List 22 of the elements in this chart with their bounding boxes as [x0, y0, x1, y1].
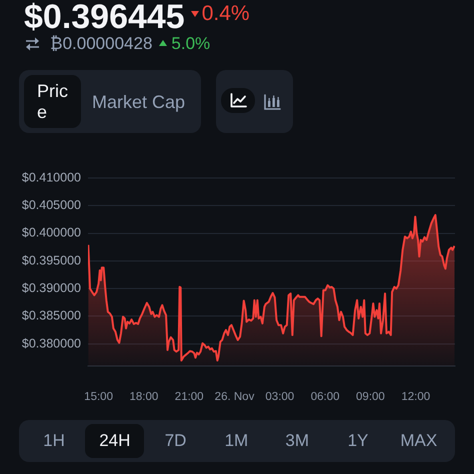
chart-title: $0.396445	[24, 0, 185, 36]
x-tick-label: 15:00	[84, 391, 113, 404]
selected-tab: Price	[24, 75, 81, 128]
x-tick-label: 03:00	[265, 391, 294, 404]
text: ₿0.00000428	[50, 34, 152, 54]
x-tick-label: 09:00	[356, 391, 385, 404]
y-tick-label: $0.390000	[22, 281, 82, 296]
x-tick-label: 26. Nov	[214, 391, 255, 404]
y-tick-label: $0.395000	[22, 253, 82, 268]
y-tick-label: $0.410000	[22, 170, 82, 184]
text: 5.0%	[171, 34, 210, 54]
x-tick-label: 21:00	[174, 391, 204, 404]
y-tick-label: $0.400000	[22, 226, 82, 240]
x-tick-label: 18:00	[129, 391, 158, 404]
text: 0.4%	[202, 2, 250, 26]
y-tick-label: $0.405000	[22, 198, 82, 212]
x-tick-label: 12:00	[401, 391, 430, 404]
segmented-control: 1H 24H 7D 1M 3M 1Y MAX	[19, 420, 455, 462]
y-tick-label: $0.380000	[22, 336, 82, 350]
y-tick-label: $0.385000	[22, 308, 82, 323]
x-tick-label: 06:00	[310, 391, 340, 404]
segmented-control: Price Market Cap	[19, 70, 201, 133]
